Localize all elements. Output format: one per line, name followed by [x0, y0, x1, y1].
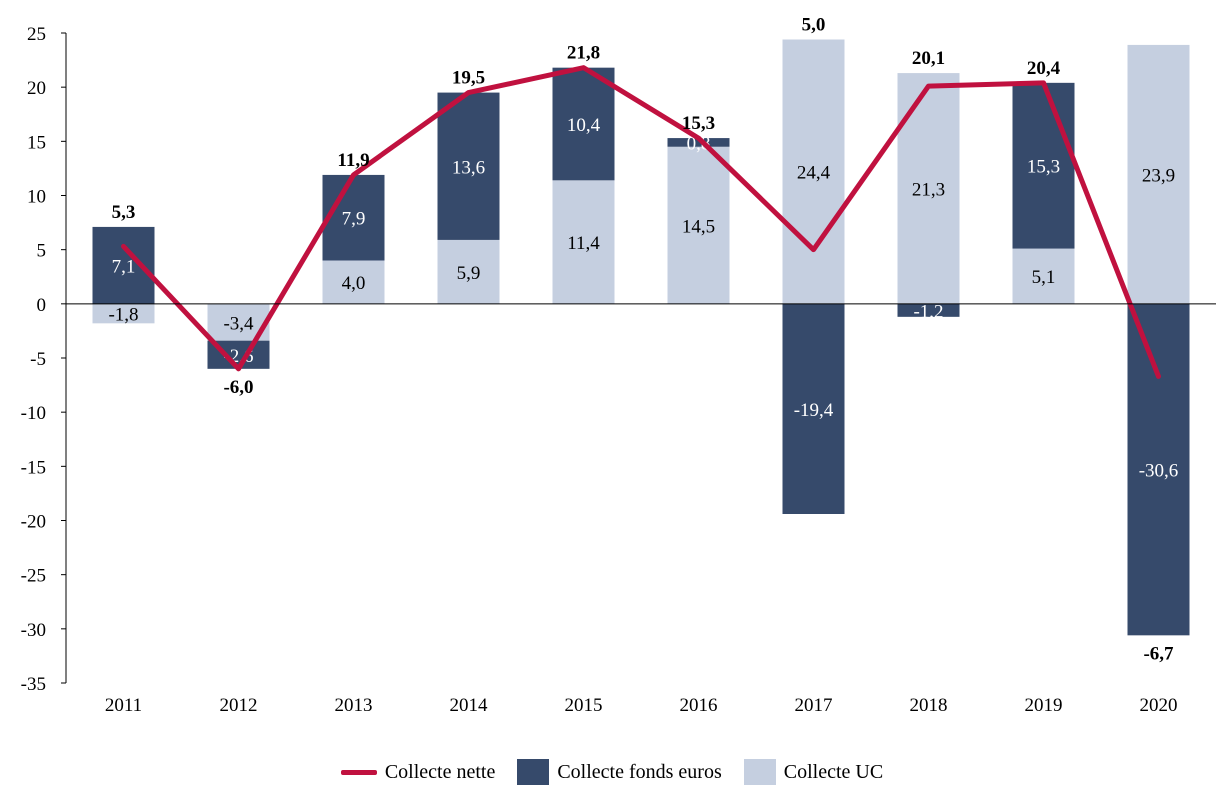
- bar-segment-uc: [92, 303, 155, 324]
- bar-segment-euros-label: 0,8: [687, 133, 711, 154]
- bar-segment-uc-label: 5,1: [1032, 267, 1056, 288]
- bar-segment-uc-label: 24,4: [797, 163, 831, 184]
- y-tick-label: -10: [21, 403, 46, 424]
- x-tick-label: 2020: [1140, 695, 1178, 716]
- net-value-label: -6,7: [1143, 643, 1174, 664]
- x-tick-label: 2017: [795, 695, 833, 716]
- net-value-label: 21,8: [567, 43, 600, 64]
- bar-segment-uc-label: 11,4: [567, 233, 600, 254]
- y-tick-label: 10: [27, 187, 46, 208]
- legend-item-collecte-uc: Collecte UC: [743, 759, 884, 785]
- y-tick-label: 25: [27, 24, 46, 45]
- legend-swatch-collecte-fonds-euros: [517, 759, 550, 785]
- y-tick-label: -35: [21, 674, 46, 695]
- legend-item-collecte-nette: Collecte nette: [340, 760, 496, 784]
- bar-segment-uc: [552, 180, 615, 304]
- y-axis: 25 20 15 10 5 0 -5 -10 -15 -20 -25 -30 -35: [21, 24, 67, 695]
- bar-segment-euros-label: 7,1: [112, 256, 136, 277]
- x-tick-label: 2018: [910, 695, 948, 716]
- x-axis: 2011 2012 2013 2014 2015 2016 2017 2018 2019 2020: [66, 303, 1216, 716]
- net-line: [121, 65, 1161, 379]
- net-value-label: 11,9: [337, 150, 369, 171]
- legend-label-collecte-nette: Collecte nette: [384, 760, 496, 783]
- bar-segment-uc-label: 21,3: [912, 179, 945, 200]
- net-value-label: 20,4: [1027, 58, 1061, 79]
- stacked-bars: [92, 39, 1190, 636]
- bar-segment-euros-label: 15,3: [1027, 157, 1060, 178]
- net-labels: 5,3 -6,0 11,9 19,5 21,8 15,3 5,0 20,1 20,4 -6,7: [112, 15, 1174, 665]
- bar-segment-euros: [1127, 303, 1190, 636]
- bar-segment-uc: [437, 239, 500, 304]
- net-value-label: 5,3: [112, 202, 136, 223]
- legend-swatch-collecte-uc: [743, 759, 776, 785]
- y-tick-label: 0: [37, 295, 47, 316]
- bar-segment-uc-label: -3,4: [223, 313, 254, 334]
- legend-label-collecte-fonds-euros: Collecte fonds euros: [557, 760, 722, 783]
- x-tick-label: 2014: [450, 695, 489, 716]
- y-tick-label: 20: [27, 78, 46, 99]
- y-tick-label: -20: [21, 512, 46, 533]
- y-tick-label: -25: [21, 566, 46, 587]
- net-value-label: 15,3: [682, 113, 715, 134]
- bar-segment-euros: [322, 174, 385, 261]
- bar-segment-euros: [1012, 82, 1075, 249]
- bar-segment-uc-label: -1,8: [108, 305, 138, 326]
- bar-segment-euros-label: 13,6: [452, 157, 485, 178]
- bar-segment-euros: [552, 67, 615, 181]
- bar-segment-uc: [782, 39, 845, 304]
- y-tick-label: 15: [27, 132, 46, 153]
- y-tick-label: -15: [21, 457, 46, 478]
- bar-segment-uc: [667, 146, 730, 304]
- x-tick-label: 2011: [105, 695, 142, 716]
- legend-item-collecte-fonds-euros: Collecte fonds euros: [517, 759, 722, 785]
- bar-segment-euros-label: -19,4: [794, 400, 834, 421]
- net-value-label: -6,0: [223, 377, 253, 398]
- bar-segment-euros: [897, 303, 960, 317]
- legend-label-collecte-uc: Collecte UC: [783, 760, 884, 783]
- bar-segment-euros-label: -30,6: [1139, 461, 1179, 482]
- bar-segment-euros: [437, 92, 500, 240]
- x-tick-label: 2016: [680, 695, 718, 716]
- x-tick-label: 2015: [565, 695, 603, 716]
- net-value-label: 20,1: [912, 48, 945, 69]
- y-tick-label: -5: [30, 349, 46, 370]
- bar-segment-uc-label: 14,5: [682, 216, 715, 237]
- y-tick-label: -30: [21, 620, 46, 641]
- net-value-label: 19,5: [452, 68, 485, 89]
- bar-segment-euros: [667, 138, 730, 147]
- legend: Collecte nette Collecte fonds euros Coll…: [0, 758, 1224, 786]
- bar-segment-euros-label: -1,2: [913, 301, 943, 322]
- series-line-collecte-nette: [121, 65, 1161, 379]
- x-tick-label: 2013: [335, 695, 373, 716]
- bar-segment-euros-label: 10,4: [567, 115, 601, 136]
- bar-segment-euros-label: 7,9: [342, 209, 366, 230]
- bar-segment-uc-label: 4,0: [342, 273, 366, 294]
- bar-segment-uc: [1012, 248, 1075, 304]
- bar-segment-uc-label: 5,9: [457, 263, 481, 284]
- legend-swatch-collecte-nette: [340, 769, 377, 775]
- bar-segment-uc: [1127, 44, 1190, 304]
- segment-labels: -1,87,1-3,4-2,64,07,95,913,611,410,414,5…: [108, 115, 1178, 482]
- y-tick-label: 5: [37, 241, 47, 262]
- bar-segment-uc-label: 23,9: [1142, 165, 1175, 186]
- net-value-label: 5,0: [802, 15, 826, 36]
- x-tick-label: 2019: [1025, 695, 1063, 716]
- x-tick-label: 2012: [220, 695, 258, 716]
- bar-segment-uc: [322, 260, 385, 304]
- bar-segment-euros: [782, 303, 845, 514]
